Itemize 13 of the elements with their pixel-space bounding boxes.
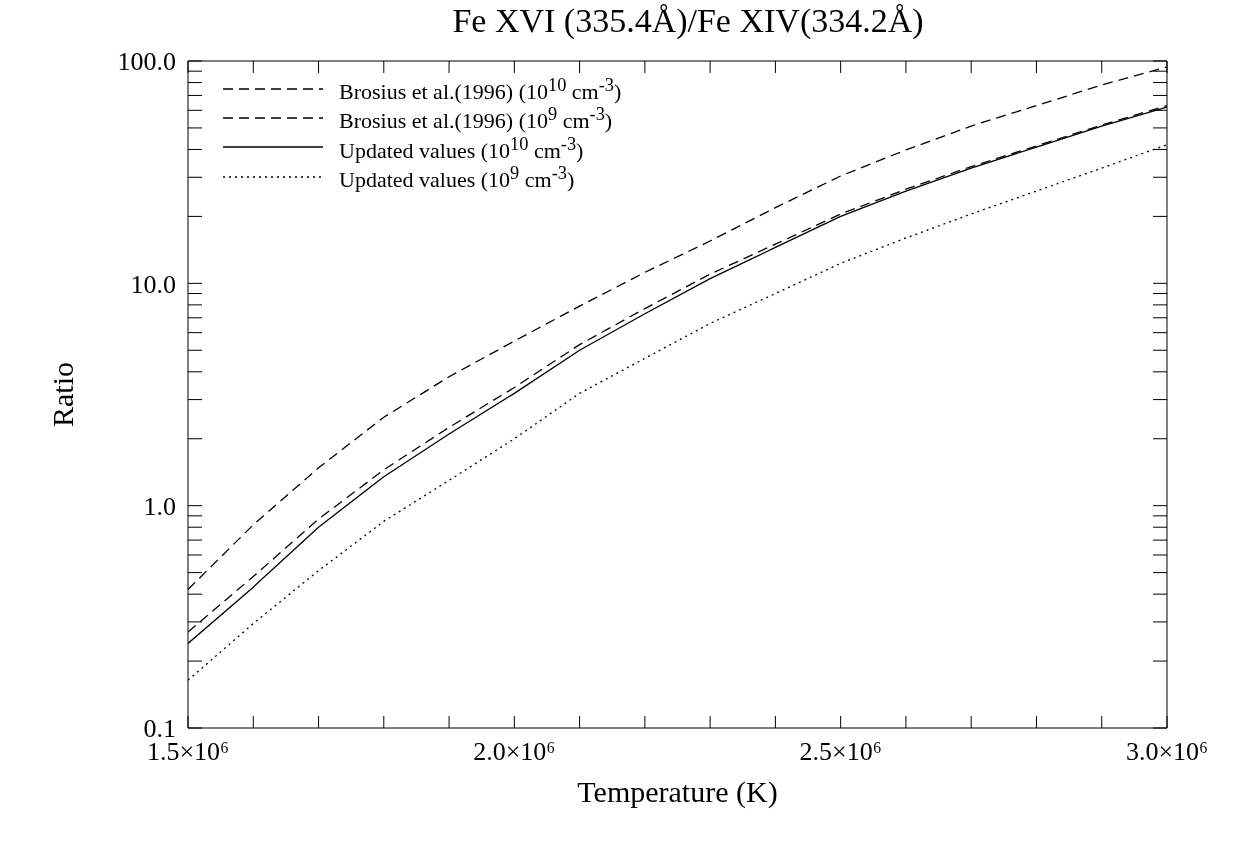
x-tick-label: 2.0×10⁶ xyxy=(473,737,556,767)
x-axis-title: Temperature (K) xyxy=(577,775,778,809)
y-tick-label: 1.0 xyxy=(143,491,176,521)
x-tick-label: 2.5×10⁶ xyxy=(799,737,882,767)
legend-label: Updated values (10$^{10}$ cm$^{-3}$) xyxy=(339,133,584,163)
y-tick-label: 100.0 xyxy=(117,47,176,77)
y-tick-label: 10.0 xyxy=(130,269,176,299)
legend-label: Brosius et al.(1996) (10$^{9}$ cm$^{-3}$) xyxy=(339,104,613,134)
legend-label: Updated values (10$^{9}$ cm$^{-3}$) xyxy=(339,163,575,193)
y-axis-title: Ratio xyxy=(45,362,79,427)
chart-title: Fe XVI (335.4Å)/Fe XIV(334.2Å) xyxy=(451,2,925,40)
x-tick-label: 3.0×10⁶ xyxy=(1125,737,1209,767)
legend-label: Brosius et al.(1996) (10$^{10}$ cm$^{-3}$) xyxy=(339,74,622,105)
